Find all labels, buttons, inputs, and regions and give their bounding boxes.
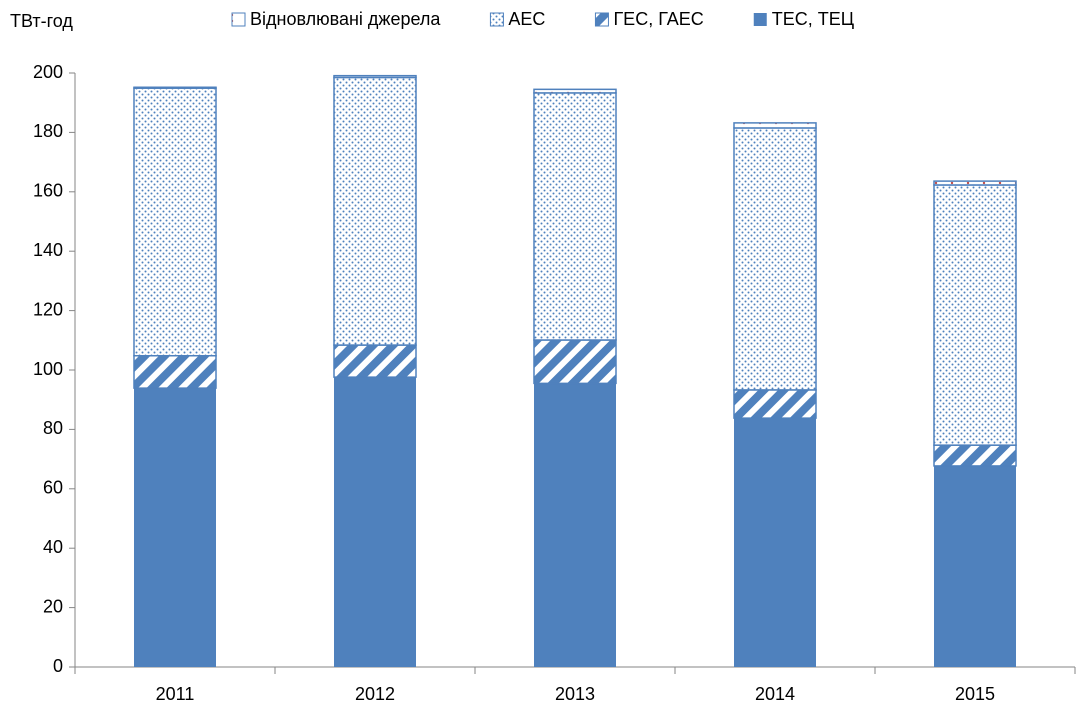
- bar-segment: [533, 339, 617, 385]
- bar-segment: [134, 388, 216, 667]
- x-tick-label: 2011: [156, 684, 195, 704]
- bar-segment: [733, 389, 817, 419]
- y-tick-label: 140: [33, 240, 63, 260]
- bar-segment: [933, 444, 1017, 467]
- legend-marker: [489, 12, 504, 27]
- y-tick-label: 0: [53, 656, 63, 676]
- legend-label: АЕС: [508, 9, 545, 29]
- legend-marker: [753, 13, 767, 26]
- bar-segment: [734, 418, 816, 667]
- y-tick-label: 80: [43, 418, 63, 438]
- y-tick-label: 180: [33, 121, 63, 141]
- bar-segment: [133, 354, 217, 389]
- y-tick-label: 40: [43, 537, 63, 557]
- x-tick-label: 2014: [755, 684, 795, 704]
- bar-segment: [133, 87, 217, 357]
- bar-segment: [533, 88, 617, 94]
- bar-segment: [733, 122, 817, 129]
- y-tick-label: 200: [33, 62, 63, 82]
- x-tick-label: 2012: [355, 684, 395, 704]
- bar-segment: [733, 127, 817, 391]
- y-tick-label: 100: [33, 359, 63, 379]
- y-tick-label: 160: [33, 181, 63, 201]
- y-tick-label: 20: [43, 596, 63, 616]
- y-tick-label: 60: [43, 478, 63, 498]
- bar-segment: [534, 383, 616, 667]
- bar-segment: [934, 465, 1016, 667]
- legend-label: Відновлювані джерела: [250, 9, 441, 29]
- bar-segment: [334, 377, 416, 667]
- bar-segment: [333, 76, 417, 346]
- x-tick-label: 2015: [955, 684, 995, 704]
- bar-segment: [133, 86, 217, 89]
- legend-marker: [231, 12, 246, 27]
- x-tick-label: 2013: [555, 684, 595, 704]
- bar-segment: [333, 344, 417, 378]
- bar-segment: [333, 74, 417, 79]
- bar-segment: [933, 184, 1017, 446]
- legend-label: ГЕС, ГАЕС: [613, 9, 703, 29]
- legend-label: ТЕС, ТЕЦ: [772, 9, 854, 29]
- y-axis-label: ТВт-год: [10, 11, 73, 31]
- y-tick-label: 120: [33, 299, 63, 319]
- bar-segment: [933, 180, 1017, 186]
- bar-segment: [533, 92, 617, 341]
- legend-marker: [594, 12, 609, 27]
